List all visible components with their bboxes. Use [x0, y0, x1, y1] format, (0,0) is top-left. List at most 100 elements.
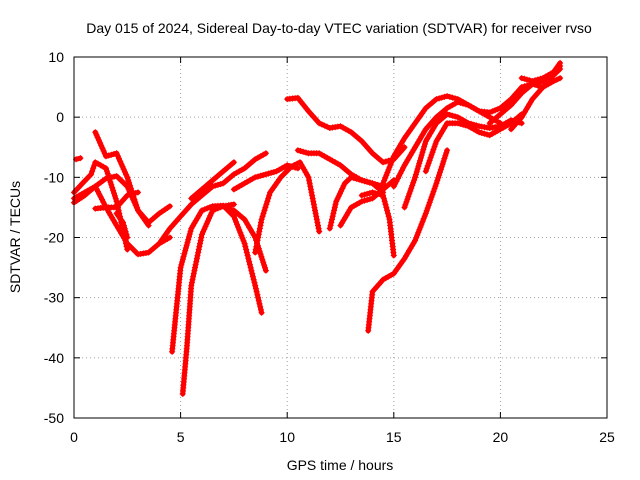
data-point	[108, 151, 115, 158]
data-point	[524, 82, 530, 89]
data-point	[259, 256, 266, 263]
data-point	[422, 210, 429, 217]
y-tick-label: -20	[44, 230, 64, 246]
data-point	[260, 259, 267, 266]
data-point	[233, 218, 239, 225]
data-point	[91, 162, 98, 169]
data-point	[261, 207, 268, 214]
data-point	[408, 185, 415, 192]
data-point	[103, 165, 109, 172]
data-point	[432, 183, 439, 190]
data-point	[313, 213, 320, 220]
data-point	[77, 155, 84, 162]
data-point	[212, 182, 219, 189]
data-point	[124, 192, 131, 199]
data-point	[252, 249, 259, 256]
data-point	[433, 96, 440, 103]
data-point	[434, 177, 441, 184]
data-point	[414, 232, 421, 239]
y-tick-label: 10	[48, 49, 64, 65]
data-point	[307, 186, 314, 193]
data-point	[446, 93, 453, 100]
data-point	[416, 226, 423, 233]
data-point	[348, 174, 355, 181]
data-point	[265, 195, 272, 202]
data-point	[204, 205, 211, 212]
data-point	[225, 205, 232, 212]
data-point	[336, 190, 343, 197]
data-point	[88, 171, 95, 178]
data-point	[206, 215, 212, 222]
data-point	[358, 198, 365, 205]
y-tick-label: -50	[44, 410, 64, 426]
data-point	[311, 204, 318, 211]
data-point	[248, 267, 255, 274]
data-point	[256, 225, 263, 232]
data-point	[208, 210, 215, 217]
data-point	[239, 235, 246, 242]
data-point	[189, 276, 196, 283]
data-point	[98, 142, 105, 149]
data-point	[121, 169, 128, 175]
series-arc-10	[156, 150, 269, 247]
data-point	[384, 210, 391, 217]
data-point	[330, 210, 337, 217]
x-tick-label: 0	[70, 429, 78, 445]
data-point	[418, 152, 425, 159]
data-point	[334, 195, 341, 202]
data-point	[105, 152, 112, 159]
data-point	[120, 219, 126, 226]
data-point	[309, 192, 316, 199]
data-point	[442, 152, 449, 159]
data-point	[444, 111, 451, 118]
data-point	[249, 270, 256, 277]
x-tick-label: 5	[177, 429, 185, 445]
data-point	[473, 122, 480, 129]
data-point	[433, 180, 440, 187]
data-point	[444, 147, 451, 154]
data-point	[409, 182, 416, 189]
data-point	[305, 174, 312, 181]
data-point	[103, 168, 110, 175]
data-point	[118, 161, 125, 167]
data-point	[258, 309, 265, 316]
data-point	[318, 121, 325, 128]
data-point	[209, 183, 216, 190]
data-point	[390, 183, 397, 190]
data-point	[240, 237, 247, 244]
data-point	[194, 252, 201, 259]
data-point	[364, 178, 371, 185]
data-point	[262, 204, 269, 211]
data-point	[124, 234, 131, 241]
data-point	[294, 147, 301, 154]
data-point	[415, 163, 422, 170]
data-point	[383, 172, 390, 179]
data-point	[237, 229, 244, 236]
data-point	[524, 76, 530, 83]
data-point	[332, 201, 339, 208]
x-tick-label: 20	[493, 429, 509, 445]
axis-ticks: 0 5 10 15 20 25 -50 -40 -30 -20 -10 0 10	[44, 49, 615, 445]
data-point	[557, 63, 564, 69]
data-point	[192, 264, 198, 271]
data-point	[380, 180, 387, 187]
data-point	[353, 175, 360, 182]
data-point	[401, 204, 408, 211]
data-point	[114, 152, 121, 159]
data-point	[412, 174, 419, 181]
data-point	[187, 228, 194, 235]
data-point	[423, 207, 430, 214]
data-point	[328, 219, 335, 226]
data-point	[294, 165, 301, 172]
data-point	[111, 173, 117, 180]
data-point	[184, 239, 191, 246]
data-point	[132, 190, 139, 197]
data-point	[113, 198, 120, 205]
data-point	[441, 93, 448, 100]
data-point	[436, 172, 443, 179]
data-point	[321, 122, 328, 129]
x-axis-label: GPS time / hours	[287, 457, 394, 473]
data-point	[257, 303, 264, 310]
data-point	[264, 198, 271, 205]
data-point	[361, 178, 368, 185]
